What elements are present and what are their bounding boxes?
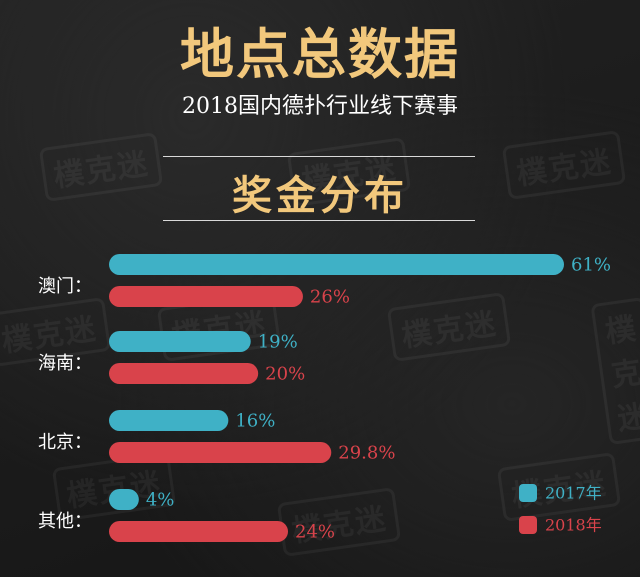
bar-2018	[109, 363, 259, 384]
bar-2018	[109, 521, 289, 542]
data-label: 16%	[235, 411, 275, 432]
bar-2017	[109, 331, 251, 352]
divider-top	[163, 156, 475, 157]
data-label: 20%	[265, 364, 305, 385]
data-label: 4%	[146, 490, 175, 511]
data-label: 26%	[310, 287, 350, 308]
category-label: 其他：	[38, 511, 92, 532]
bar-2017	[109, 489, 139, 510]
data-label: 24%	[295, 522, 335, 543]
bar-2017	[109, 410, 229, 431]
category-label: 北京：	[38, 432, 92, 453]
bar-2018	[109, 286, 303, 307]
page-subtitle: 2018国内德扑行业线下赛事	[182, 94, 458, 119]
data-label: 29.8%	[338, 443, 395, 464]
data-label: 61%	[571, 255, 611, 276]
legend-swatch-2017	[519, 484, 537, 502]
category-label: 澳门：	[38, 276, 92, 297]
legend-swatch-2018	[519, 516, 537, 534]
bar-2017	[109, 254, 564, 275]
page-title: 地点总数据	[180, 22, 460, 86]
legend-label: 2017年	[545, 484, 602, 503]
data-label: 19%	[258, 332, 298, 353]
category-label: 海南：	[38, 353, 92, 374]
divider-bottom	[163, 220, 475, 221]
bar-2018	[109, 442, 332, 463]
legend-label: 2018年	[545, 516, 602, 535]
section-title: 奖金分布	[232, 172, 408, 219]
